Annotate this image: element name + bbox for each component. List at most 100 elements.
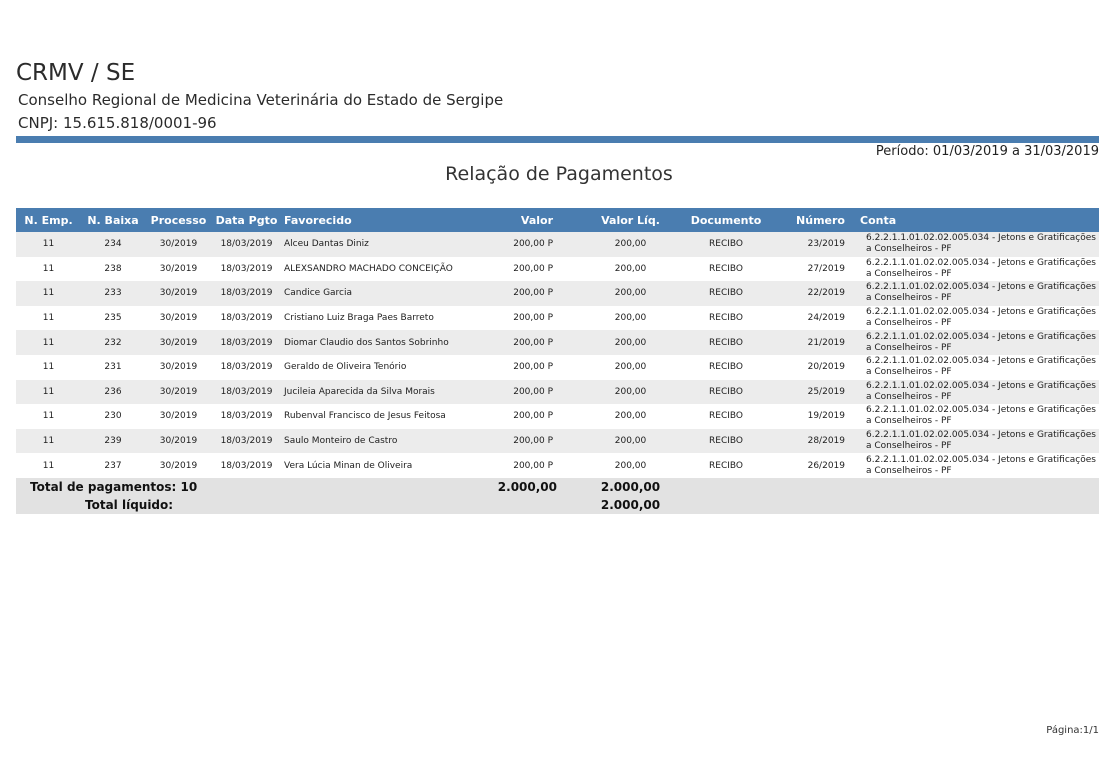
cell-n-baixa: 230 xyxy=(81,404,145,429)
total-pagamentos-label: Total de pagamentos: xyxy=(30,479,177,494)
table-row: 11 237 30/2019 18/03/2019 Vera Lúcia Min… xyxy=(16,453,1099,478)
cell-valor: 200,00 P xyxy=(480,281,579,306)
total-valor: 2.000,00 xyxy=(480,477,579,496)
cell-valor: 200,00 P xyxy=(480,232,579,257)
table-row: 11 238 30/2019 18/03/2019 ALEXSANDRO MAC… xyxy=(16,256,1099,282)
col-header-favorecido: Favorecido xyxy=(281,208,480,232)
cell-documento: RECIBO xyxy=(682,379,770,405)
cell-documento: RECIBO xyxy=(682,281,770,306)
cell-conta: 6.2.2.1.1.01.02.02.005.034 - Jetons e Gr… xyxy=(848,305,1099,331)
table-row: 11 230 30/2019 18/03/2019 Rubenval Franc… xyxy=(16,404,1099,429)
table-row: 11 233 30/2019 18/03/2019 Candice Garcia… xyxy=(16,281,1099,306)
cell-numero: 24/2019 xyxy=(770,305,848,331)
totals-pagamentos-cell: Total de pagamentos: 10 xyxy=(16,477,281,496)
cell-numero: 19/2019 xyxy=(770,404,848,429)
cell-data-pgto: 18/03/2019 xyxy=(212,453,281,478)
total-liquido-label: Total líquido: xyxy=(16,495,281,514)
cell-data-pgto: 18/03/2019 xyxy=(212,232,281,257)
totals-spacer xyxy=(682,477,1099,496)
cell-processo: 30/2019 xyxy=(145,330,212,355)
org-full-name: Conselho Regional de Medicina Veterinári… xyxy=(18,91,504,109)
col-header-conta: Conta xyxy=(848,208,1099,232)
cell-favorecido: Vera Lúcia Minan de Oliveira xyxy=(281,453,480,478)
cell-valor-liq: 200,00 xyxy=(579,379,682,405)
payments-table: N. Emp. N. Baixa Processo Data Pgto Favo… xyxy=(16,208,1099,514)
cell-n-emp: 11 xyxy=(16,404,81,429)
cell-processo: 30/2019 xyxy=(145,453,212,478)
cell-valor: 200,00 P xyxy=(480,379,579,405)
cell-n-emp: 11 xyxy=(16,330,81,355)
cell-numero: 22/2019 xyxy=(770,281,848,306)
total-valor-liq: 2.000,00 xyxy=(579,477,682,496)
totals-spacer xyxy=(682,495,1099,514)
cell-n-emp: 11 xyxy=(16,232,81,257)
cell-valor-liq: 200,00 xyxy=(579,305,682,331)
cell-data-pgto: 18/03/2019 xyxy=(212,354,281,380)
total-liquido-value: 2.000,00 xyxy=(579,495,682,514)
cell-numero: 26/2019 xyxy=(770,453,848,478)
cell-valor-liq: 200,00 xyxy=(579,453,682,478)
totals-spacer xyxy=(281,495,480,514)
table-row: 11 235 30/2019 18/03/2019 Cristiano Luiz… xyxy=(16,305,1099,331)
cell-favorecido: Geraldo de Oliveira Tenório xyxy=(281,354,480,380)
cell-n-baixa: 231 xyxy=(81,354,145,380)
cell-n-baixa: 237 xyxy=(81,453,145,478)
cell-valor-liq: 200,00 xyxy=(579,330,682,355)
cell-valor-liq: 200,00 xyxy=(579,404,682,429)
cell-data-pgto: 18/03/2019 xyxy=(212,428,281,454)
col-header-n-baixa: N. Baixa xyxy=(81,208,145,232)
org-cnpj: CNPJ: 15.615.818/0001-96 xyxy=(18,114,217,132)
cell-favorecido: Diomar Claudio dos Santos Sobrinho xyxy=(281,330,480,355)
cell-conta: 6.2.2.1.1.01.02.02.005.034 - Jetons e Gr… xyxy=(848,281,1099,306)
org-short-name: CRMV / SE xyxy=(16,60,136,86)
cell-processo: 30/2019 xyxy=(145,404,212,429)
cell-valor-liq: 200,00 xyxy=(579,256,682,282)
cell-documento: RECIBO xyxy=(682,256,770,282)
cell-documento: RECIBO xyxy=(682,232,770,257)
cell-favorecido: Candice Garcia xyxy=(281,281,480,306)
cell-conta: 6.2.2.1.1.01.02.02.005.034 - Jetons e Gr… xyxy=(848,428,1099,454)
cell-favorecido: Jucileia Aparecida da Silva Morais xyxy=(281,379,480,405)
cell-n-emp: 11 xyxy=(16,354,81,380)
cell-conta: 6.2.2.1.1.01.02.02.005.034 - Jetons e Gr… xyxy=(848,256,1099,282)
cell-valor: 200,00 P xyxy=(480,453,579,478)
cell-documento: RECIBO xyxy=(682,305,770,331)
table-row: 11 232 30/2019 18/03/2019 Diomar Claudio… xyxy=(16,330,1099,355)
table-row: 11 231 30/2019 18/03/2019 Geraldo de Oli… xyxy=(16,354,1099,380)
cell-n-emp: 11 xyxy=(16,281,81,306)
header-divider xyxy=(16,136,1099,143)
cell-conta: 6.2.2.1.1.01.02.02.005.034 - Jetons e Gr… xyxy=(848,330,1099,355)
table-row: 11 239 30/2019 18/03/2019 Saulo Monteiro… xyxy=(16,428,1099,454)
cell-n-emp: 11 xyxy=(16,256,81,282)
cell-favorecido: Alceu Dantas Diniz xyxy=(281,232,480,257)
cell-n-emp: 11 xyxy=(16,453,81,478)
cell-numero: 28/2019 xyxy=(770,428,848,454)
cell-n-emp: 11 xyxy=(16,379,81,405)
cell-processo: 30/2019 xyxy=(145,354,212,380)
cell-processo: 30/2019 xyxy=(145,305,212,331)
report-period: Período: 01/03/2019 a 31/03/2019 xyxy=(875,144,1099,159)
cell-conta: 6.2.2.1.1.01.02.02.005.034 - Jetons e Gr… xyxy=(848,453,1099,478)
cell-valor: 200,00 P xyxy=(480,404,579,429)
cell-n-baixa: 239 xyxy=(81,428,145,454)
cell-n-baixa: 236 xyxy=(81,379,145,405)
cell-valor-liq: 200,00 xyxy=(579,428,682,454)
cell-processo: 30/2019 xyxy=(145,428,212,454)
totals-row-liquido: Total líquido: 2.000,00 xyxy=(16,495,1099,514)
cell-valor: 200,00 P xyxy=(480,428,579,454)
cell-valor: 200,00 P xyxy=(480,354,579,380)
col-header-processo: Processo xyxy=(145,208,212,232)
table-row: 11 234 30/2019 18/03/2019 Alceu Dantas D… xyxy=(16,232,1099,257)
col-header-valor: Valor xyxy=(480,208,579,232)
cell-data-pgto: 18/03/2019 xyxy=(212,379,281,405)
cell-valor: 200,00 P xyxy=(480,305,579,331)
cell-n-baixa: 234 xyxy=(81,232,145,257)
col-header-numero: Número xyxy=(770,208,848,232)
cell-conta: 6.2.2.1.1.01.02.02.005.034 - Jetons e Gr… xyxy=(848,232,1099,257)
cell-data-pgto: 18/03/2019 xyxy=(212,305,281,331)
cell-numero: 21/2019 xyxy=(770,330,848,355)
totals-row-pagamentos: Total de pagamentos: 10 2.000,00 2.000,0… xyxy=(16,477,1099,496)
cell-documento: RECIBO xyxy=(682,330,770,355)
col-header-documento: Documento xyxy=(682,208,770,232)
cell-data-pgto: 18/03/2019 xyxy=(212,281,281,306)
